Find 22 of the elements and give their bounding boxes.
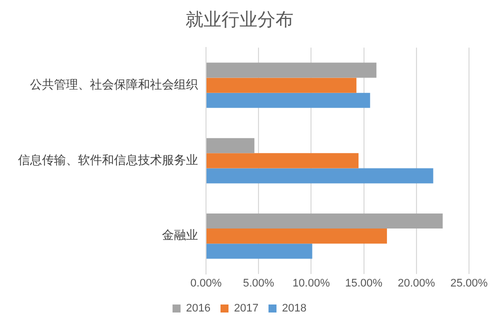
- chart-title: 就业行业分布: [186, 9, 294, 30]
- bar: [206, 244, 312, 259]
- y-tick-label: 公共管理、社会保障和社会组织: [30, 77, 198, 92]
- x-tick-label: 0.00%: [190, 277, 222, 290]
- bar: [206, 213, 443, 229]
- y-tick-label: 金融业: [162, 228, 198, 242]
- legend-label: 2016: [186, 302, 211, 315]
- bar: [206, 62, 376, 78]
- bar: [206, 138, 254, 154]
- x-tick-label: 10.00%: [292, 277, 330, 290]
- bar: [206, 153, 359, 168]
- bar: [206, 168, 434, 184]
- legend-label: 2018: [282, 302, 306, 315]
- y-tick-label: 信息传输、软件和信息技术服务业: [18, 152, 198, 167]
- x-tick-label: 25.00%: [450, 277, 488, 290]
- legend-label: 2017: [234, 302, 258, 315]
- x-tick-label: 15.00%: [345, 277, 383, 290]
- x-tick-label: 20.00%: [398, 277, 436, 290]
- bar: [206, 78, 356, 93]
- x-tick-label: 5.00%: [243, 277, 274, 290]
- bar: [206, 228, 387, 244]
- bar: [206, 92, 370, 108]
